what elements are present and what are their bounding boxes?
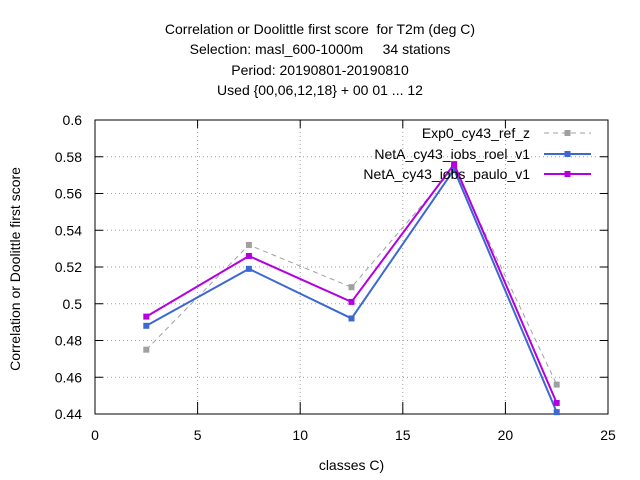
legend-swatch-marker [564, 151, 571, 157]
y-tick-label: 0.6 [63, 112, 83, 128]
x-tick-label: 10 [292, 427, 308, 443]
series-3 [143, 161, 560, 406]
data-point [553, 399, 560, 406]
y-tick-label: 0.48 [55, 333, 82, 349]
legend-entry: NetA_cy43_iobs_paulo_v1 [363, 166, 591, 182]
series-layer [143, 161, 560, 416]
y-tick-label: 0.52 [55, 259, 82, 275]
y-tick-label: 0.58 [55, 149, 82, 165]
legend-label: Exp0_cy43_ref_z [422, 125, 530, 141]
y-tick-label: 0.46 [55, 369, 82, 385]
y-tick-label: 0.44 [55, 406, 82, 422]
y-tick-labels: 0.44 0.46 0.48 0.5 0.52 0.54 0.56 0.58 0.6 [55, 112, 82, 422]
data-point [143, 313, 150, 320]
legend: Exp0_cy43_ref_z NetA_cy43_iobs_roel_v1 Net… [363, 125, 591, 182]
legend-entry: Exp0_cy43_ref_z [422, 125, 591, 141]
data-point [143, 346, 150, 353]
data-point [348, 298, 355, 305]
x-tick-labels: 0 5 10 15 20 25 [91, 427, 616, 443]
chart-title: Correlation or Doolittle first score for… [164, 21, 476, 37]
series-line [145, 167, 558, 413]
data-point [245, 241, 252, 248]
series-line [145, 162, 558, 404]
legend-label: NetA_cy43_iobs_roel_v1 [374, 146, 530, 162]
data-point [143, 322, 150, 329]
series-line [145, 166, 558, 385]
legend-entry: NetA_cy43_iobs_roel_v1 [374, 146, 591, 162]
chart-subtitle-period: Period: 20190801-20190810 [231, 62, 409, 78]
y-tick-label: 0.5 [63, 296, 83, 312]
x-axis-label: classes C) [319, 457, 384, 473]
axis-ticks [94, 119, 609, 415]
x-tick-label: 25 [600, 427, 616, 443]
chart-subtitle-used: Used {00,06,12,18} + 00 01 ... 12 [217, 82, 423, 98]
data-point [553, 381, 560, 388]
data-point [553, 409, 560, 416]
data-point [451, 166, 458, 173]
x-tick-label: 20 [498, 427, 514, 443]
series-1 [143, 164, 560, 388]
data-point [348, 315, 355, 322]
grid-lines [95, 120, 608, 414]
data-point [348, 284, 355, 291]
x-tick-label: 15 [395, 427, 411, 443]
data-point [245, 252, 252, 259]
x-tick-label: 5 [194, 427, 202, 443]
y-tick-label: 0.56 [55, 186, 82, 202]
legend-swatch-marker [564, 171, 571, 177]
legend-label: NetA_cy43_iobs_paulo_v1 [363, 166, 530, 182]
legend-swatch-marker [564, 130, 571, 136]
data-point [245, 265, 252, 272]
y-axis-label: Correlation or Doolittle first score [7, 167, 23, 371]
chart-subtitle-selection: Selection: masl_600-1000m 34 stations [189, 41, 451, 57]
x-tick-label: 0 [91, 427, 99, 443]
data-point [451, 161, 458, 168]
series-2 [143, 166, 560, 416]
y-tick-label: 0.54 [55, 222, 82, 238]
